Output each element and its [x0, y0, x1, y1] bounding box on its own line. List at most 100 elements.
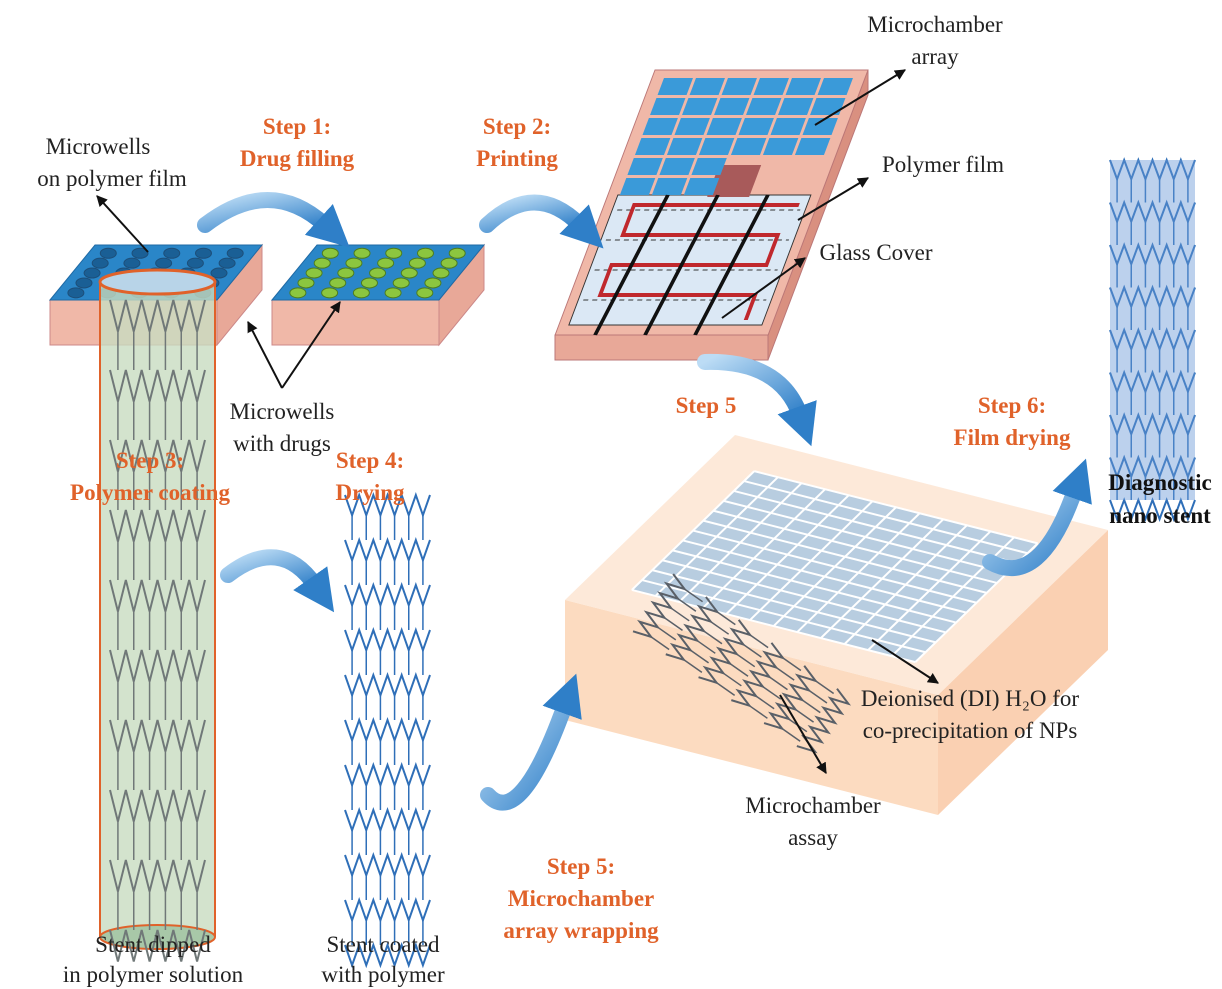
stent-link	[782, 657, 802, 672]
label: Polymer film	[882, 152, 1004, 177]
chamber-cell	[619, 178, 656, 195]
leader	[871, 639, 939, 684]
stent-link	[722, 672, 742, 687]
well	[392, 277, 410, 289]
chamber-cell	[817, 78, 853, 95]
chamber-cell	[651, 178, 688, 195]
stent-strut	[109, 929, 206, 962]
leader	[814, 69, 906, 126]
step-label: Drying	[336, 480, 406, 505]
label: Microchamber	[867, 12, 1003, 37]
wire	[643, 194, 720, 336]
stent	[344, 491, 431, 969]
chamber-cell	[785, 78, 821, 95]
well	[416, 247, 434, 259]
label: with drugs	[233, 431, 331, 456]
chamber-cell	[746, 98, 782, 115]
chamber-cell	[762, 138, 799, 155]
well	[83, 267, 101, 279]
stent-strut	[632, 573, 688, 639]
stent-strut	[344, 761, 431, 789]
chamber-cell	[627, 158, 663, 175]
chamber-cell	[674, 118, 710, 135]
stent-strut	[344, 491, 431, 519]
chamber-cell	[802, 118, 838, 135]
label: Stent dipped	[95, 932, 211, 957]
microchamber-box	[565, 435, 1108, 815]
step-label: Film drying	[954, 425, 1071, 450]
well	[369, 267, 387, 279]
chamber-cell	[634, 138, 671, 155]
well	[377, 257, 395, 269]
well	[99, 247, 117, 259]
step-label: Microchamber	[508, 886, 654, 911]
wire	[693, 194, 770, 336]
chamber-cell	[666, 138, 703, 155]
stent-strut	[731, 642, 786, 708]
well	[194, 247, 212, 259]
printing-chip	[554, 69, 869, 361]
stent-link	[657, 626, 677, 641]
stent-strut	[109, 369, 206, 402]
well	[385, 247, 403, 259]
grid-line	[632, 590, 915, 662]
leaders	[96, 69, 939, 774]
well	[424, 277, 442, 289]
label: co-precipitation of NPs	[863, 718, 1078, 743]
stent-strut	[344, 536, 431, 564]
leader	[721, 257, 806, 319]
step-label: Step 4:	[336, 448, 404, 473]
stent-strut	[109, 579, 206, 612]
leader	[779, 694, 827, 774]
stent-strut	[1109, 412, 1196, 438]
stent-link	[664, 617, 683, 631]
well	[384, 287, 402, 299]
label: with polymer	[321, 962, 445, 987]
well	[353, 247, 371, 259]
step-label: array wrapping	[503, 918, 659, 943]
stent-link	[815, 680, 835, 695]
stent-strut	[1109, 199, 1196, 225]
step-label: Step 3:	[116, 448, 184, 473]
stent-strut	[344, 581, 431, 609]
well	[297, 277, 315, 289]
stent-link	[781, 728, 801, 742]
well	[432, 267, 450, 279]
stent-link	[749, 634, 769, 649]
step-label: Step 1:	[263, 114, 331, 139]
leader	[96, 195, 149, 253]
stent	[632, 573, 852, 754]
chamber-cell	[659, 158, 695, 175]
step-label: Step 2:	[483, 114, 551, 139]
step-label: Polymer coating	[70, 480, 230, 505]
stent-strut	[344, 851, 431, 879]
chamber-cell	[778, 98, 814, 115]
stent-link	[748, 705, 768, 719]
serpentine	[597, 203, 800, 320]
well	[352, 287, 370, 299]
label: Microwells	[230, 399, 335, 424]
well	[360, 277, 378, 289]
stent-strut	[698, 619, 753, 685]
label: Deionised (DI) H₂O for	[861, 686, 1079, 711]
stent-strut	[1109, 157, 1196, 183]
label: Diagnostic	[1108, 470, 1212, 495]
chamber-grid	[632, 471, 1038, 662]
label: on polymer film	[37, 166, 187, 191]
stent-strut	[109, 719, 206, 752]
stent	[1109, 157, 1196, 523]
chip-top	[554, 69, 869, 336]
well	[337, 267, 355, 279]
chamber-cell	[683, 178, 720, 195]
stents	[109, 157, 1196, 969]
stent-link	[696, 640, 716, 654]
chamber-cell	[657, 78, 693, 95]
stent-link	[670, 607, 690, 622]
step-arrow	[982, 458, 1092, 577]
stent-strut	[109, 439, 206, 472]
stent-link	[742, 643, 762, 658]
stent-link	[736, 653, 756, 668]
label: in polymer solution	[63, 962, 244, 987]
stent-strut	[109, 789, 206, 822]
